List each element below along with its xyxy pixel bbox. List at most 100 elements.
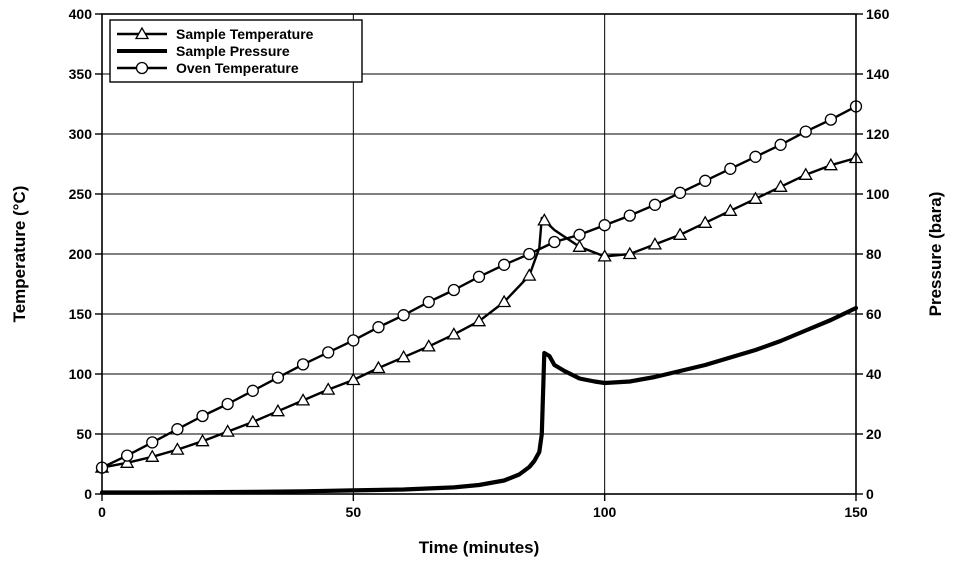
y-tick-label: 250 [69, 186, 93, 202]
y2-tick-label: 120 [866, 126, 890, 142]
data-point-sample-temperature [471, 313, 487, 327]
y-tick-label: 150 [69, 306, 93, 322]
data-point-oven-temperature [221, 397, 234, 411]
x-tick-label: 100 [593, 504, 617, 520]
legend: Sample Temperature Sample Pressure Oven … [109, 19, 363, 83]
y-axis-title: Temperature (°C) [10, 186, 29, 323]
y2-tick-label: 40 [866, 366, 882, 382]
data-point-sample-temperature [396, 349, 411, 363]
data-point-oven-temperature [120, 449, 134, 462]
legend-swatch-marker [134, 26, 150, 40]
data-point-sample-temperature [120, 455, 135, 468]
series-sample-pressure [99, 305, 859, 495]
data-point-oven-temperature [673, 186, 687, 199]
data-point-oven-temperature [573, 228, 586, 241]
data-point-oven-temperature [699, 174, 712, 187]
data-point-sample-temperature [446, 327, 461, 340]
legend-label-sample-temperature: Sample Temperature [176, 26, 314, 42]
y2-tick-label: 20 [866, 426, 882, 442]
data-point-sample-temperature [823, 157, 838, 171]
data-point-oven-temperature [146, 436, 159, 449]
data-point-oven-temperature [799, 125, 812, 138]
x-tick-label: 150 [844, 504, 868, 520]
data-point-oven-temperature [824, 113, 838, 126]
data-point-oven-temperature [322, 346, 335, 359]
y2-tick-label: 160 [866, 6, 890, 22]
data-point-sample-temperature [723, 203, 738, 216]
data-point-oven-temperature [623, 209, 636, 222]
legend-swatch-marker [135, 61, 149, 75]
series-sample-temperature [94, 150, 864, 473]
data-point-oven-temperature [372, 321, 385, 334]
y2-tick-label: 0 [866, 486, 874, 502]
series-line-oven-temperature [100, 105, 858, 469]
data-point-oven-temperature [548, 235, 561, 249]
data-point-oven-temperature [397, 309, 410, 322]
data-point-sample-temperature [245, 414, 260, 428]
data-point-oven-temperature [774, 138, 787, 151]
y2-tick-label: 140 [866, 66, 890, 82]
data-point-sample-temperature [622, 246, 637, 260]
legend-item-oven-temperature: Oven Temperature [117, 60, 299, 76]
data-point-sample-temperature [537, 213, 552, 226]
y-tick-label: 0 [84, 486, 92, 502]
data-point-sample-temperature [270, 403, 286, 417]
legend-label-sample-pressure: Sample Pressure [176, 43, 290, 59]
data-point-oven-temperature [447, 283, 461, 297]
data-point-oven-temperature [347, 334, 360, 347]
data-point-oven-temperature [497, 258, 511, 271]
legend-label-oven-temperature: Oven Temperature [176, 60, 299, 76]
y2-tick-label: 100 [866, 186, 890, 202]
data-point-oven-temperature [296, 358, 310, 371]
data-point-sample-temperature [195, 433, 210, 447]
legend-item-sample-pressure: Sample Pressure [117, 43, 290, 59]
data-point-sample-temperature [295, 393, 311, 406]
data-point-sample-temperature [220, 424, 235, 437]
legend-swatch-oven-temperature [117, 61, 167, 75]
legend-item-sample-temperature: Sample Temperature [117, 26, 314, 42]
y2-tick-label: 60 [866, 306, 882, 322]
data-point-sample-temperature [698, 215, 713, 228]
x-axis-title: Time (minutes) [419, 538, 540, 557]
data-point-sample-temperature [647, 237, 663, 250]
data-point-oven-temperature [648, 198, 662, 211]
data-point-oven-temperature [598, 219, 611, 232]
series-oven-temperature [95, 100, 863, 474]
gridlines [102, 14, 856, 494]
data-point-sample-temperature [346, 372, 361, 386]
data-point-sample-temperature [421, 339, 436, 352]
data-point-oven-temperature [472, 270, 486, 283]
data-point-oven-temperature [196, 409, 209, 423]
y-tick-label: 400 [69, 6, 93, 22]
y-tick-label: 200 [69, 246, 93, 262]
data-point-sample-temperature [321, 382, 336, 395]
series-line-sample-temperature [100, 156, 858, 469]
legend-swatch-sample-temperature [117, 26, 167, 40]
data-point-sample-temperature [497, 294, 512, 308]
data-point-sample-temperature [773, 179, 788, 192]
data-point-oven-temperature [749, 150, 762, 163]
data-point-sample-temperature [522, 268, 537, 281]
data-point-sample-temperature [748, 191, 763, 204]
series-line-sample-pressure [99, 305, 859, 495]
data-point-sample-temperature [145, 449, 160, 462]
data-point-oven-temperature [523, 247, 536, 261]
y2-axis-title: Pressure (bara) [926, 192, 945, 317]
y-tick-label: 350 [69, 66, 93, 82]
data-point-sample-temperature [597, 249, 612, 262]
data-point-oven-temperature [246, 384, 259, 397]
y-tick-label: 100 [69, 366, 93, 382]
data-point-sample-temperature [798, 167, 813, 180]
data-point-oven-temperature [724, 162, 737, 175]
data-point-oven-temperature [271, 371, 285, 384]
data-point-sample-temperature [371, 360, 386, 374]
series-layer [94, 100, 864, 495]
ticks-layer: 0 50 100 150 200 250 300 350 400 0 20 40 60 80 100 120 1… [69, 6, 890, 520]
data-point-oven-temperature [171, 423, 184, 436]
data-point-sample-temperature [672, 227, 688, 240]
x-tick-label: 0 [98, 504, 106, 520]
x-tick-label: 50 [346, 504, 362, 520]
y-tick-label: 50 [76, 426, 92, 442]
data-point-oven-temperature [422, 295, 435, 309]
